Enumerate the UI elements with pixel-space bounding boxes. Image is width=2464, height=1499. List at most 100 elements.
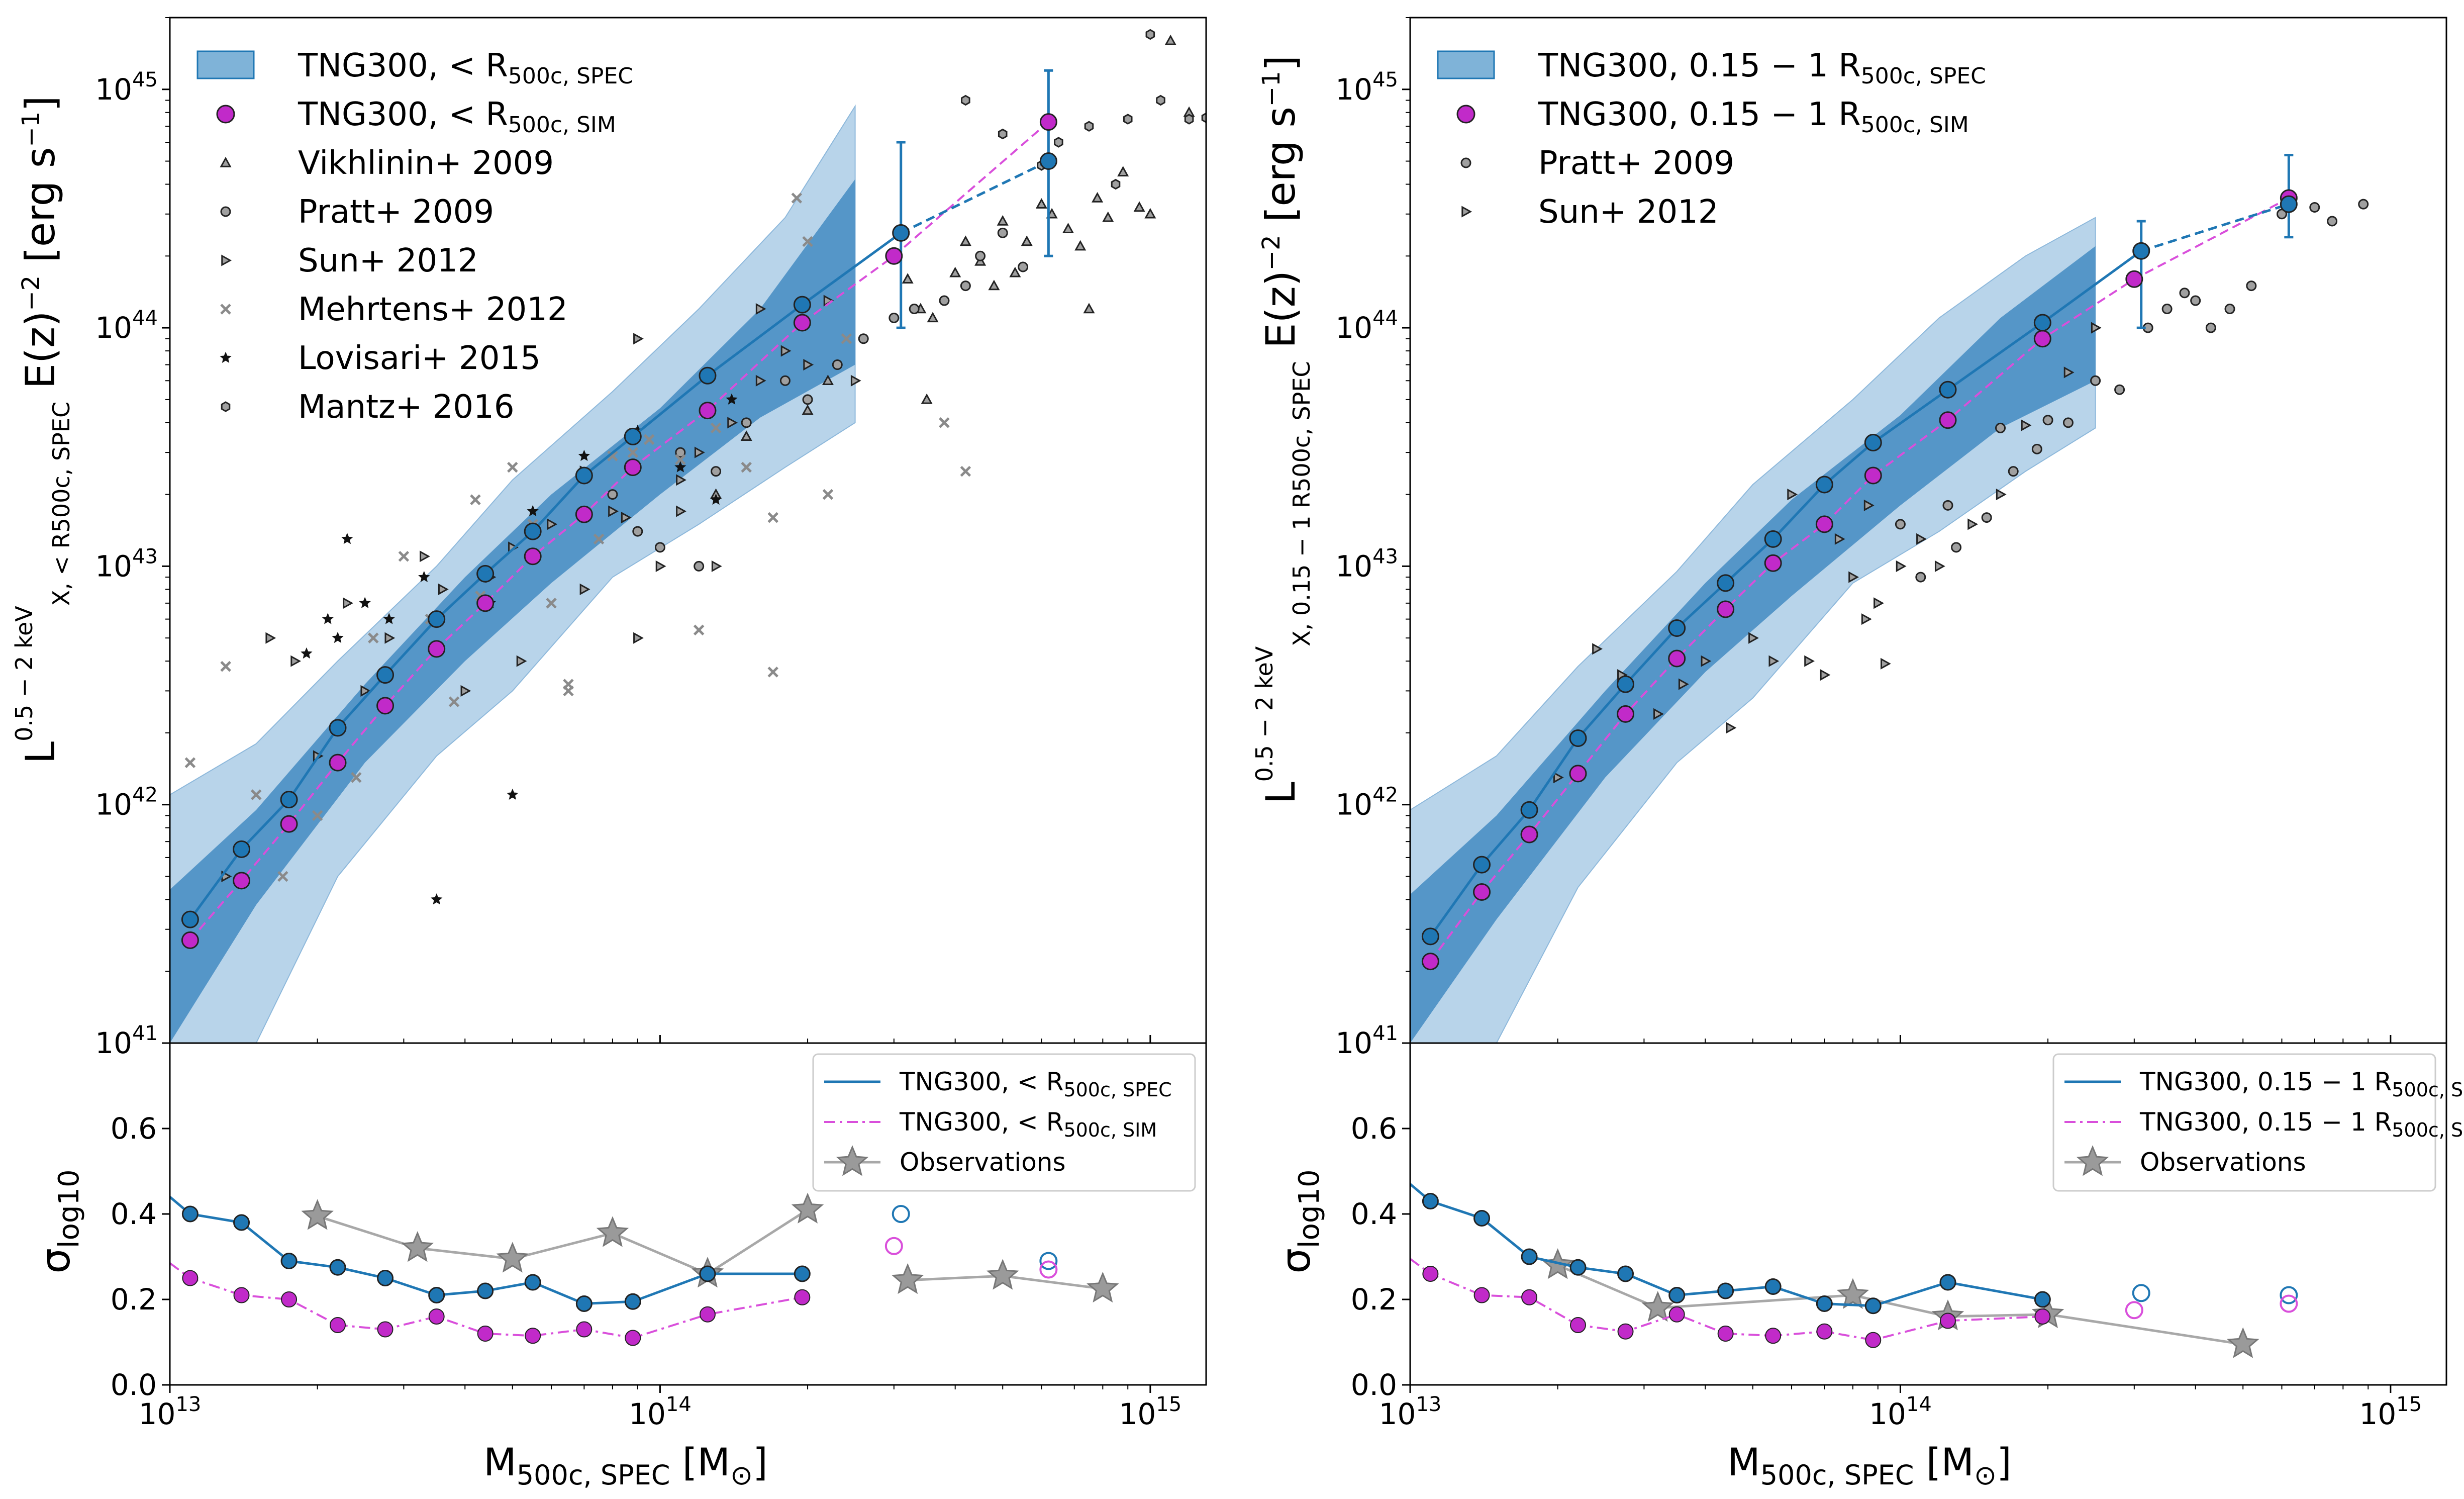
legend-marker-obs bbox=[836, 1145, 869, 1176]
observation-point-circle bbox=[711, 466, 722, 477]
observation-point-rtriangle bbox=[727, 417, 738, 429]
sim-point bbox=[524, 547, 542, 566]
spec-sigma-point bbox=[428, 1287, 445, 1303]
observation-point-circle bbox=[2090, 375, 2101, 386]
spec-point bbox=[1039, 152, 1057, 170]
observations-point bbox=[596, 1216, 629, 1247]
y-tick-label: 0.6 bbox=[1351, 1111, 1397, 1146]
observation-point-cross bbox=[822, 489, 834, 500]
legend-marker-sim bbox=[1456, 105, 1475, 124]
observation-point-rtriangle bbox=[676, 505, 686, 517]
observation-point-cross bbox=[607, 450, 618, 461]
observations-line bbox=[317, 1208, 809, 1275]
spec-point bbox=[1473, 856, 1491, 874]
x-tick-label: 1013 bbox=[139, 1393, 202, 1431]
spec-point bbox=[233, 840, 251, 858]
spec-sigma-point bbox=[377, 1270, 394, 1286]
observation-point-cross bbox=[351, 772, 362, 783]
sim-sigma-point bbox=[1473, 1287, 1490, 1303]
sim-point bbox=[793, 314, 811, 332]
observations-point bbox=[2226, 1327, 2259, 1358]
observation-point-rtriangle bbox=[633, 632, 644, 644]
spec-sigma-point bbox=[1569, 1259, 1587, 1276]
spec-point bbox=[1520, 801, 1538, 819]
spec-sigma-point bbox=[699, 1265, 716, 1282]
observation-point-rtriangle bbox=[1934, 560, 1945, 572]
x-tick-label: 1013 bbox=[1379, 1393, 1442, 1431]
observation-point-cross bbox=[710, 422, 722, 434]
observation-point-cross bbox=[312, 810, 323, 821]
observation-point-circle bbox=[2062, 417, 2074, 428]
spec-point bbox=[624, 427, 642, 445]
observation-point-circle bbox=[675, 447, 686, 458]
observation-point-star bbox=[527, 505, 539, 517]
observation-point-star bbox=[578, 449, 590, 461]
observation-point-hexagon bbox=[1111, 178, 1121, 190]
observation-point-cross bbox=[593, 533, 605, 545]
left-x-axis-title: M500c, SPEC [M⊙] bbox=[483, 1440, 768, 1491]
observation-point-hexagon bbox=[1184, 114, 1194, 125]
sim-point bbox=[1864, 466, 1882, 485]
sim-point bbox=[428, 640, 446, 658]
observation-point-triangle bbox=[1117, 166, 1129, 176]
legend-label: TNG300, 0.15 − 1 R500c, SPEC bbox=[1538, 47, 1986, 89]
observation-point-cross bbox=[767, 667, 778, 678]
legend-label: TNG300, < R500c, SPEC bbox=[899, 1067, 1172, 1101]
legend-label: Pratt+ 2009 bbox=[298, 194, 494, 231]
legend-label: Lovisari+ 2015 bbox=[298, 340, 541, 377]
right-x-axis-title: M500c, SPEC [M⊙] bbox=[1727, 1440, 2012, 1491]
legend-marker-circle bbox=[1460, 157, 1471, 168]
sim-sigma-point bbox=[576, 1321, 593, 1338]
spec-point bbox=[2033, 314, 2051, 332]
x-tick-label: 1014 bbox=[1869, 1393, 1932, 1431]
legend-label: Mehrtens+ 2012 bbox=[298, 291, 568, 328]
observations-point bbox=[496, 1242, 529, 1273]
y-tick-label: 1045 bbox=[1335, 68, 1398, 107]
left-upper-panel: 1041 1042 1043 1044 1045 L0.5 − 2 keVX, < R50… bbox=[11, 17, 1207, 1060]
observations-point bbox=[401, 1231, 434, 1262]
y-tick-label: 0.0 bbox=[1351, 1368, 1397, 1402]
observation-point-triangle bbox=[1035, 198, 1048, 209]
observation-point-triangle bbox=[740, 430, 752, 441]
observation-point-rtriangle bbox=[1896, 560, 1907, 572]
observation-point-cross bbox=[448, 696, 460, 707]
y-tick-label: 0.4 bbox=[111, 1197, 157, 1231]
observation-point-triangle bbox=[927, 312, 939, 323]
observations-point bbox=[791, 1192, 824, 1224]
observation-point-cross bbox=[470, 494, 481, 505]
observation-point-triangle bbox=[1009, 266, 1021, 277]
observation-point-circle bbox=[2327, 216, 2338, 227]
spec-point bbox=[476, 565, 495, 583]
y-tick-label: 1043 bbox=[95, 545, 158, 583]
y-tick-label: 0.6 bbox=[111, 1111, 157, 1146]
observation-point-circle bbox=[607, 489, 618, 500]
sim-sigma-point bbox=[1668, 1306, 1685, 1323]
legend-marker-hexagon bbox=[221, 401, 231, 412]
observation-point-rtriangle bbox=[1701, 655, 1712, 667]
sim-sigma-point bbox=[1570, 1317, 1587, 1333]
plot-area bbox=[1410, 154, 2369, 1043]
observation-point-rtriangle bbox=[420, 550, 430, 563]
observation-point-circle bbox=[2190, 295, 2201, 306]
observation-point-rtriangle bbox=[1678, 678, 1689, 690]
observation-point-hexagon bbox=[1156, 95, 1165, 106]
sim-open-point bbox=[2280, 1294, 2298, 1313]
observation-point-star bbox=[710, 493, 722, 505]
y-tick-label: 1044 bbox=[1335, 307, 1398, 345]
observation-point-circle bbox=[858, 333, 869, 344]
y-tick-label: 1043 bbox=[1335, 545, 1398, 583]
legend: TNG300, < R500c, SPEC TNG300, < R500c, SI… bbox=[196, 47, 633, 426]
observation-point-circle bbox=[2205, 322, 2216, 333]
sim-point bbox=[1039, 113, 1057, 131]
left-lower-panel: 0.0 0.2 0.4 0.6 1013 1014 1015 TNG300, < R500c,… bbox=[111, 1042, 1207, 1431]
legend-label: Mantz+ 2016 bbox=[298, 389, 515, 426]
observation-point-rtriangle bbox=[676, 474, 686, 486]
spec-point bbox=[329, 719, 347, 737]
observation-point-rtriangle bbox=[1804, 655, 1815, 667]
y-tick-label: 1042 bbox=[95, 784, 158, 822]
observation-point-star bbox=[341, 533, 353, 544]
sim-sigma-point bbox=[699, 1306, 716, 1323]
observation-point-rtriangle bbox=[803, 359, 814, 371]
sim-point bbox=[1939, 411, 1957, 429]
spec-sigma-point bbox=[2034, 1291, 2051, 1308]
